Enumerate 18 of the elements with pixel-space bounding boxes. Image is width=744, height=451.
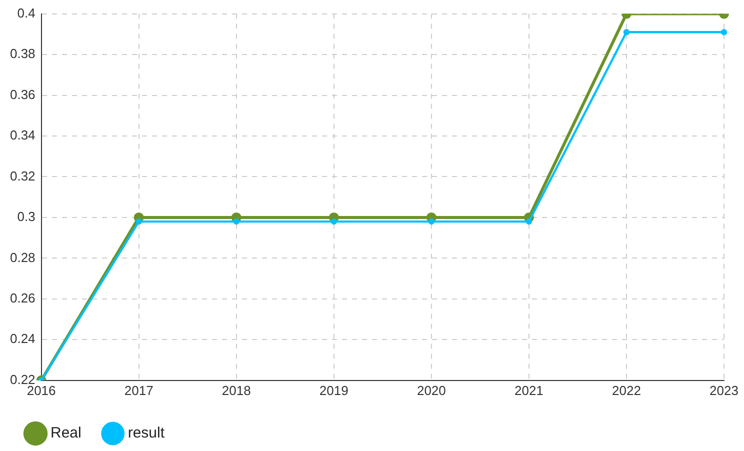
y-tick-label: 0.28 xyxy=(10,250,36,265)
y-tick-label: 0.34 xyxy=(10,128,36,143)
x-tick-label: 2020 xyxy=(416,382,446,398)
x-tick-label: 2022 xyxy=(612,382,641,398)
y-tick-label: 0.38 xyxy=(10,46,36,62)
x-tick-label: 2021 xyxy=(514,382,544,398)
y-tick-label: 0.26 xyxy=(10,290,36,306)
y-tick-label: 0.24 xyxy=(10,331,36,346)
y-tick-label: 0.3 xyxy=(17,209,36,224)
x-tick-label: 2023 xyxy=(710,382,738,398)
x-tick-label: 2018 xyxy=(222,382,251,398)
y-tick-label: 0.32 xyxy=(10,168,36,184)
legend-label: result xyxy=(128,424,166,442)
y-tick-label: 0.36 xyxy=(10,86,36,102)
x-tick-label: 2019 xyxy=(319,382,348,398)
y-tick-label: 0.4 xyxy=(17,5,36,20)
x-tick-label: 2017 xyxy=(124,382,154,398)
legend-label: Real xyxy=(50,424,82,442)
